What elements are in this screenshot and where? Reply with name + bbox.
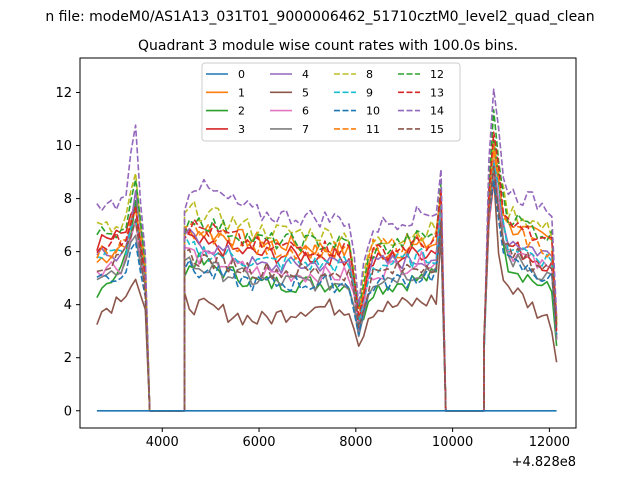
y-tick-label: 2 bbox=[64, 351, 72, 366]
legend-label-6: 6 bbox=[302, 105, 309, 118]
legend-label-4: 4 bbox=[302, 68, 309, 81]
y-tick-label: 0 bbox=[64, 404, 72, 419]
series-line-13 bbox=[96, 131, 558, 412]
legend-label-7: 7 bbox=[302, 123, 309, 136]
y-tick-label: 8 bbox=[64, 192, 72, 207]
file-suptitle: n file: modeM0/AS1A13_031T01_9000006462_… bbox=[45, 9, 594, 25]
y-tick-label: 12 bbox=[55, 86, 72, 101]
x-tick-label: 12000 bbox=[529, 435, 570, 450]
x-axis: 4000 6000 8000 10000 12000 bbox=[146, 428, 570, 450]
x-tick-label: 10000 bbox=[432, 435, 473, 450]
legend-label-15: 15 bbox=[430, 123, 444, 136]
legend-label-12: 12 bbox=[430, 68, 444, 81]
legend-label-8: 8 bbox=[366, 68, 373, 81]
legend-label-2: 2 bbox=[238, 105, 245, 118]
legend-label-1: 1 bbox=[238, 86, 245, 99]
series-line-15 bbox=[96, 165, 558, 412]
x-tick-label: 4000 bbox=[146, 435, 179, 450]
chart-title: Quadrant 3 module wise count rates with … bbox=[138, 38, 518, 54]
legend-label-9: 9 bbox=[366, 86, 373, 99]
x-tick-label: 6000 bbox=[242, 435, 275, 450]
legend-label-13: 13 bbox=[430, 86, 444, 99]
y-axis: 0 2 4 6 8 10 12 bbox=[55, 86, 80, 419]
legend-label-3: 3 bbox=[238, 123, 245, 136]
series-line-9 bbox=[96, 162, 558, 412]
x-tick-label: 8000 bbox=[339, 435, 372, 450]
plot-frame bbox=[79, 57, 577, 429]
legend-label-0: 0 bbox=[238, 68, 245, 81]
legend-label-5: 5 bbox=[302, 86, 309, 99]
y-tick-label: 10 bbox=[55, 139, 72, 154]
legend-label-11: 11 bbox=[366, 123, 380, 136]
legend-label-10: 10 bbox=[366, 105, 380, 118]
y-tick-label: 4 bbox=[64, 298, 72, 313]
legend-label-14: 14 bbox=[430, 105, 444, 118]
series-line-14 bbox=[96, 88, 558, 412]
y-tick-label: 6 bbox=[64, 245, 72, 260]
legend-box bbox=[201, 62, 461, 142]
series-line-4 bbox=[96, 159, 558, 412]
x-offset-label: +4.828e8 bbox=[512, 455, 576, 470]
series-layer bbox=[96, 88, 558, 412]
